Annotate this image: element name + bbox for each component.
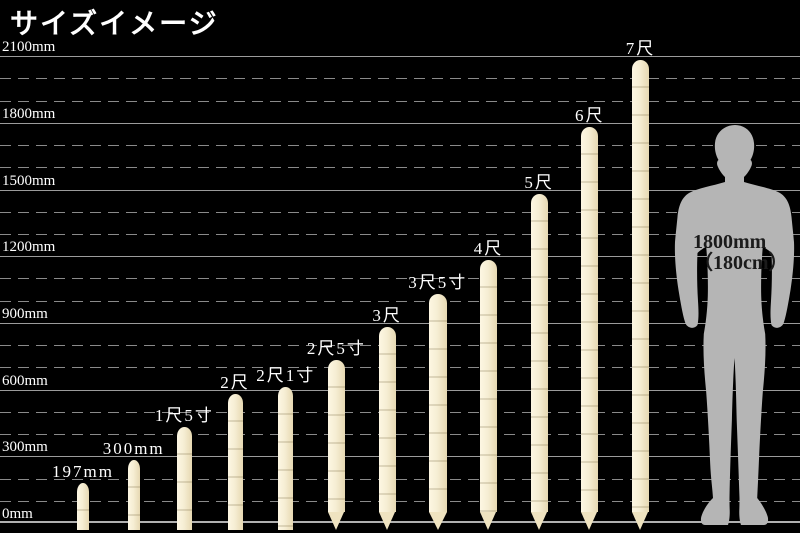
minor-gridline bbox=[0, 233, 800, 235]
stake-bar bbox=[77, 483, 89, 530]
stake-size-label: 3尺5寸 bbox=[408, 272, 468, 292]
stake-bar bbox=[327, 360, 345, 512]
stake-size-label: 1尺5寸 bbox=[154, 405, 214, 425]
stake-pointed-tip bbox=[479, 512, 496, 530]
major-gridline bbox=[0, 456, 800, 458]
minor-gridline bbox=[0, 345, 800, 347]
stake-bar bbox=[176, 426, 192, 530]
stake-pointed-tip bbox=[428, 512, 447, 530]
stake-pointed-tip bbox=[327, 512, 344, 530]
stake-bar bbox=[428, 293, 447, 512]
stake-size-label: 2尺 bbox=[220, 372, 250, 392]
stake-size-label: 2尺1寸 bbox=[256, 365, 316, 385]
minor-gridline bbox=[0, 367, 800, 369]
stake-pointed-tip bbox=[378, 512, 395, 530]
minor-gridline bbox=[0, 167, 800, 169]
major-gridline bbox=[0, 189, 800, 191]
stake-size-label: 4尺 bbox=[473, 239, 504, 259]
stake-size-label: 6尺 bbox=[575, 105, 605, 125]
stake-bar bbox=[127, 460, 140, 530]
minor-gridline bbox=[0, 478, 800, 480]
minor-gridline bbox=[0, 278, 800, 280]
stake-pointed-tip bbox=[631, 512, 648, 530]
y-axis-label: 1500mm bbox=[2, 172, 56, 189]
major-gridline bbox=[0, 322, 800, 324]
minor-gridline bbox=[0, 434, 800, 436]
human-figure-silhouette: 1800mm （180cm） bbox=[660, 124, 800, 528]
y-axis-label: 300mm bbox=[2, 439, 48, 456]
y-axis-label: 1800mm bbox=[2, 105, 56, 122]
figure-height-cm: （180cm） bbox=[693, 252, 789, 274]
human-silhouette-graphic bbox=[674, 125, 795, 525]
minor-gridline bbox=[0, 500, 800, 502]
y-axis-label: 600mm bbox=[2, 372, 48, 389]
y-axis-label: 2100mm bbox=[2, 39, 56, 56]
stake-bar bbox=[581, 126, 599, 512]
minor-gridline bbox=[0, 211, 800, 213]
stake-bar bbox=[631, 60, 649, 512]
chart-title: サイズイメージ bbox=[10, 9, 219, 40]
stake-bar bbox=[530, 193, 548, 512]
figure-height-label: 1800mm （180cm） bbox=[693, 232, 789, 274]
y-axis-label: 1200mm bbox=[2, 239, 56, 256]
stake-bar bbox=[227, 393, 243, 530]
minor-gridline bbox=[0, 411, 800, 413]
major-gridline bbox=[0, 256, 800, 258]
minor-gridline bbox=[0, 100, 800, 102]
y-axis-label: 0mm bbox=[2, 506, 33, 522]
stake-size-label: 7尺 bbox=[625, 39, 656, 59]
minor-gridline bbox=[0, 145, 800, 147]
major-gridline bbox=[0, 122, 800, 124]
stake-pointed-tip bbox=[581, 512, 598, 530]
stake-size-label: 197mm bbox=[52, 462, 114, 482]
minor-gridline bbox=[0, 300, 800, 302]
major-gridline bbox=[0, 521, 800, 523]
stake-size-label: 3尺 bbox=[372, 305, 402, 325]
stake-size-label: 2尺5寸 bbox=[306, 339, 366, 359]
figure-height-mm: 1800mm bbox=[693, 231, 767, 253]
stake-size-label: 5尺 bbox=[524, 172, 554, 192]
stake-size-label: 300mm bbox=[102, 439, 165, 459]
stake-bar bbox=[278, 386, 294, 530]
stake-bar bbox=[479, 260, 497, 512]
minor-gridline bbox=[0, 78, 800, 80]
stake-bar bbox=[378, 326, 396, 512]
major-gridline bbox=[0, 56, 800, 58]
major-gridline bbox=[0, 389, 800, 391]
stake-pointed-tip bbox=[530, 512, 547, 530]
y-axis-label: 900mm bbox=[2, 305, 48, 322]
